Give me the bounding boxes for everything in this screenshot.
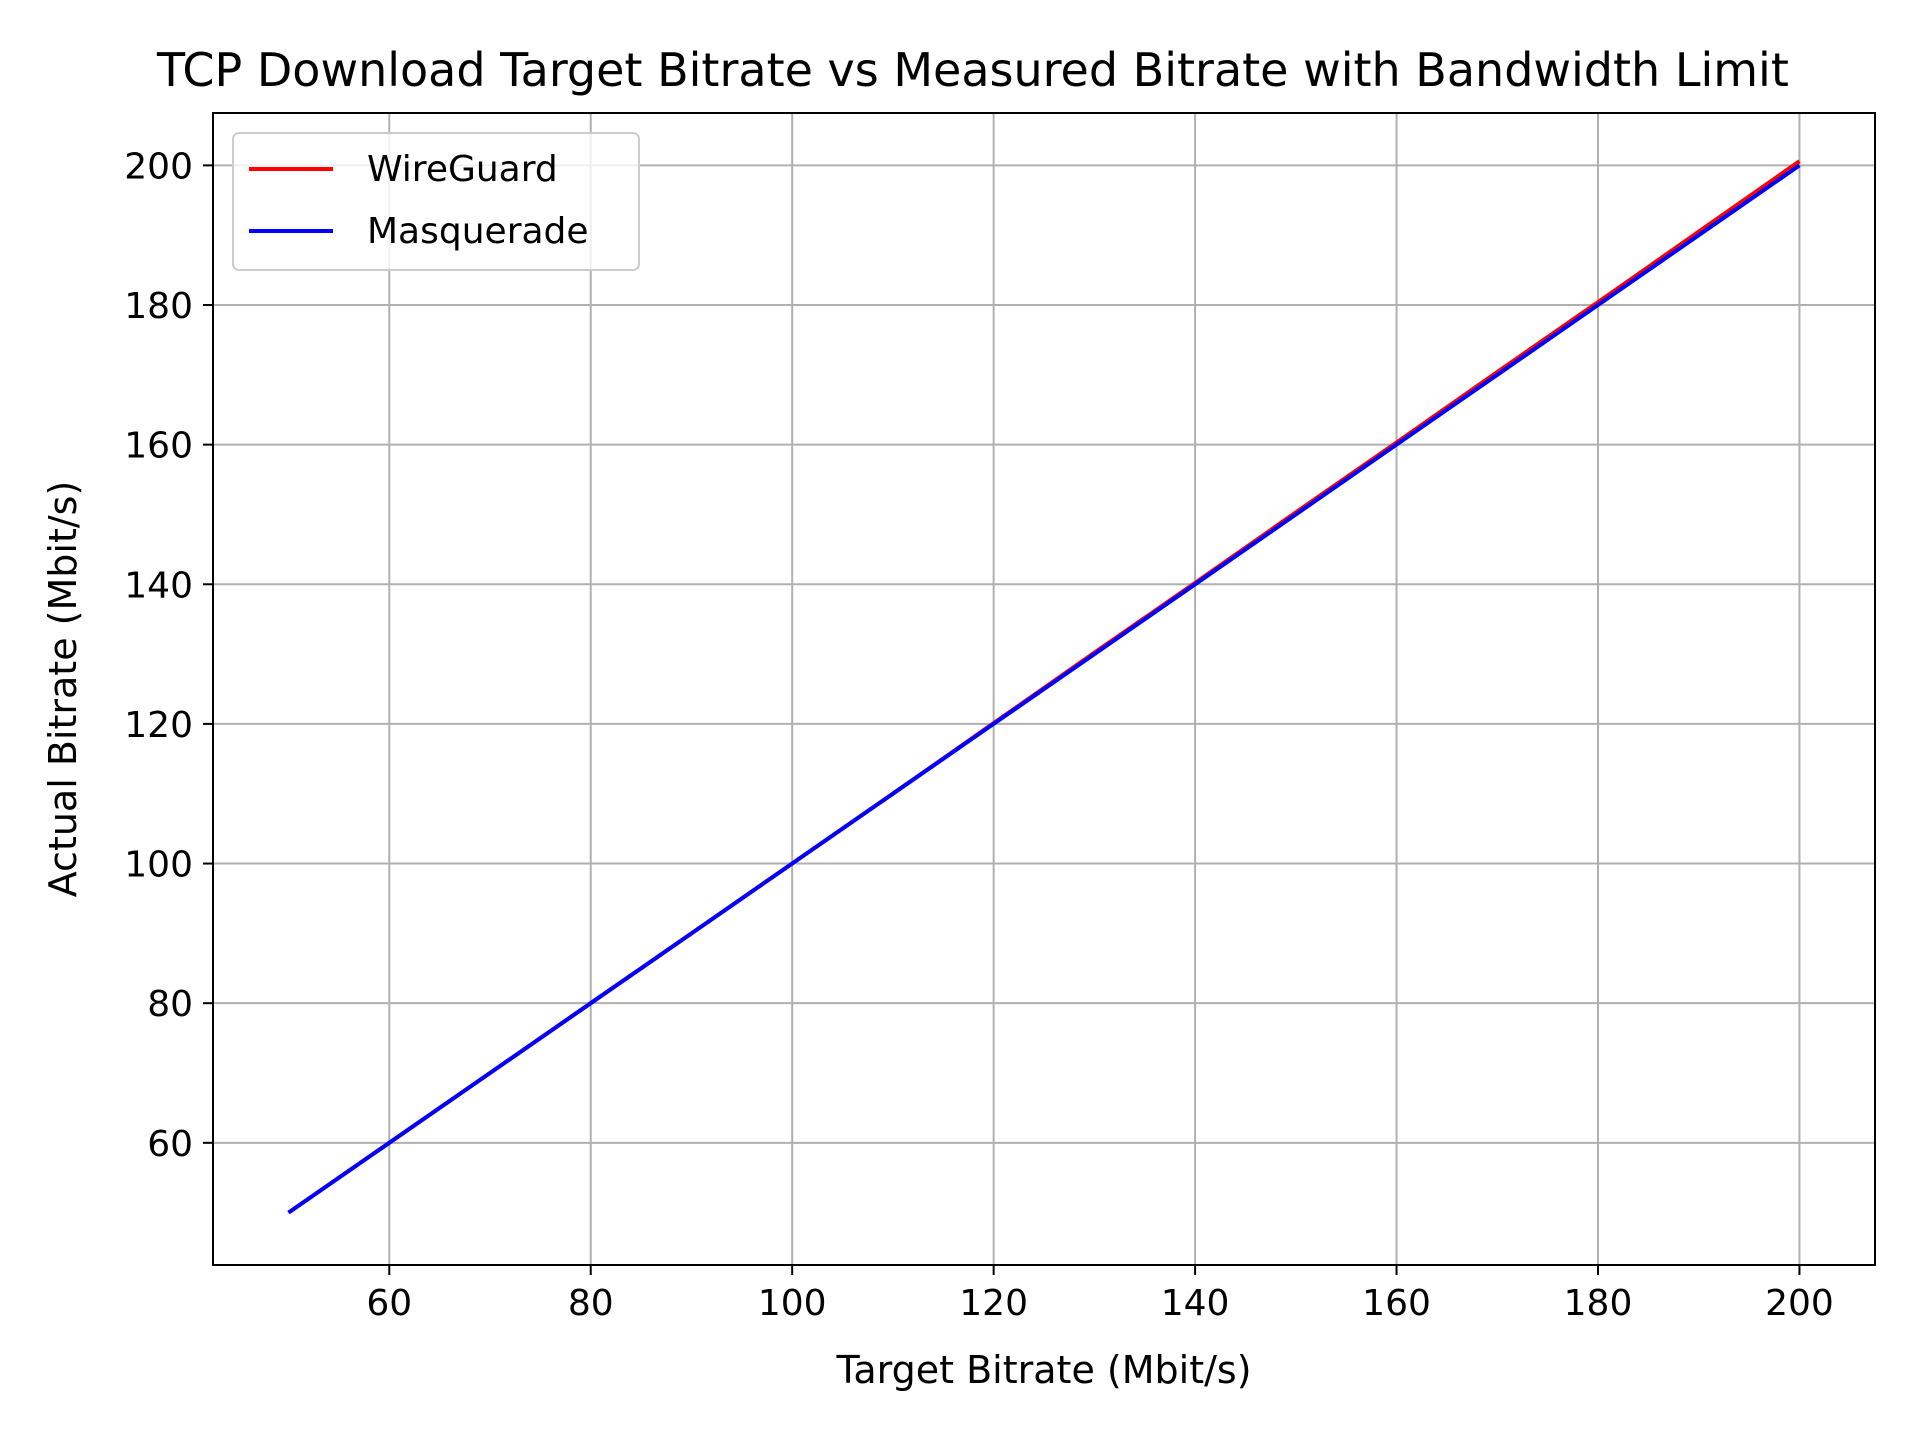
y-tick-label: 100 (124, 845, 193, 886)
y-tick-label: 160 (124, 426, 193, 467)
y-tick-label: 200 (124, 146, 193, 187)
legend-label: WireGuard (367, 149, 558, 190)
chart-title: TCP Download Target Bitrate vs Measured … (156, 43, 1789, 97)
x-tick-label: 180 (1564, 1283, 1633, 1324)
x-tick-label: 140 (1161, 1283, 1230, 1324)
y-tick-label: 180 (124, 286, 193, 327)
axis-ticks: 60 80 100 120 140 160 180 200 60 80 100 120 140 160 18… (124, 146, 1834, 1324)
legend-label: Masquerade (367, 211, 589, 252)
legend: WireGuard Masquerade (232, 132, 640, 271)
y-tick-label: 60 (147, 1124, 193, 1165)
legend-box (232, 132, 640, 271)
x-tick-label: 80 (568, 1283, 614, 1324)
y-tick-label: 140 (124, 565, 193, 606)
plot-frame (212, 112, 1876, 1266)
y-axis-label: Actual Bitrate (Mbit/s) (41, 481, 85, 898)
series-lines (287, 159, 1801, 1215)
x-tick-label: 160 (1362, 1283, 1431, 1324)
x-tick-label: 100 (758, 1283, 827, 1324)
x-tick-label: 200 (1765, 1283, 1834, 1324)
x-tick-label: 60 (366, 1283, 412, 1324)
series-line-masquerade (287, 163, 1801, 1215)
x-tick-label: 120 (959, 1283, 1028, 1324)
x-axis-label: Target Bitrate (Mbit/s) (835, 1348, 1251, 1392)
y-tick-label: 80 (147, 984, 193, 1025)
y-tick-label: 120 (124, 705, 193, 746)
grid (213, 113, 1875, 1265)
